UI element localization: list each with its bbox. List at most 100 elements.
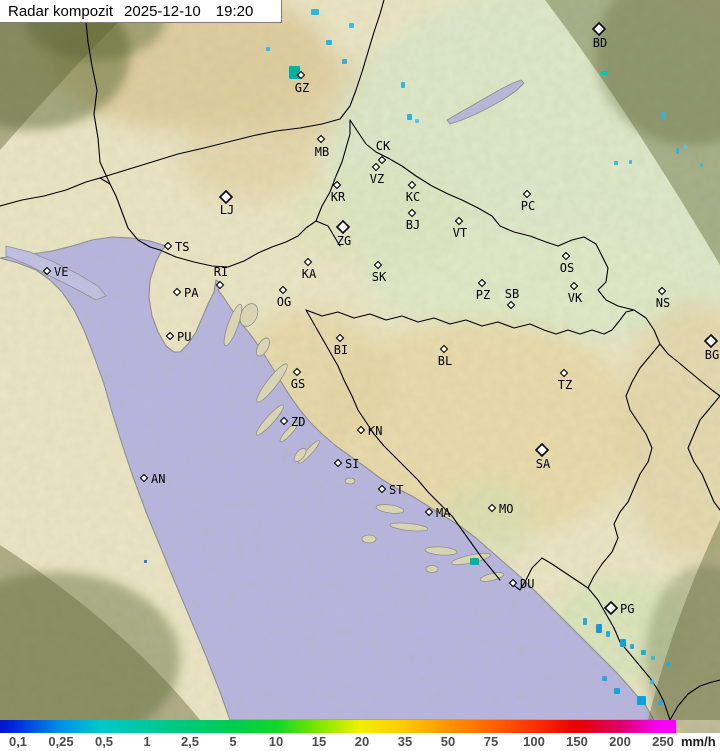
city-label: KC [406,190,420,204]
city-label: VE [54,265,68,279]
city-label: OS [560,261,574,275]
city-diamond-icon [377,484,387,494]
scale-tick-label: 2,5 [180,734,200,749]
city-marker-bg: BG [703,333,719,362]
precip-echo [596,624,602,633]
city-diamond-icon [356,425,366,435]
city-diamond-icon [296,70,306,80]
precip-echo [326,40,332,45]
city-diamond-icon [703,333,719,349]
city-label: OG [277,295,291,309]
city-label: SI [345,457,359,471]
precip-echo [407,114,412,120]
city-marker-vk: VK [568,281,583,305]
city-marker-du: DU [508,577,534,591]
city-diamond-icon [477,278,487,288]
city-label: GZ [295,81,309,95]
city-diamond-icon [534,442,550,458]
city-label: TS [175,240,189,254]
precip-scale-unit: mm/h [681,734,716,749]
precip-echo [602,676,607,681]
precip-echo [700,163,703,167]
scale-tick-label: 10 [268,734,284,749]
precip-echo [614,161,618,165]
city-label: LJ [220,203,234,217]
city-marker-pg: PG [603,600,634,616]
city-diamond-icon [407,208,417,218]
city-marker-ka: KA [302,257,317,281]
precip-echo [583,618,587,625]
city-diamond-icon [163,241,173,251]
precip-echo [676,148,679,154]
precip-echo [651,656,655,660]
city-label: TZ [558,378,572,392]
city-diamond-icon [603,600,619,616]
city-marker-os: OS [560,251,574,275]
city-diamond-icon [454,216,464,226]
precip-echo [630,644,634,649]
city-label: MA [436,506,451,520]
precip-echo [266,47,270,51]
scale-tick-label: 50 [440,734,456,749]
city-marker-kr: KR [331,180,346,204]
precip-echo [614,688,620,694]
city-marker-kn: KN [356,424,382,438]
city-marker-layer: GZ BD MB CK VZ KR KC PC BJ VT ZG LJ TS RI KA SK OS PZ SB VK… [42,21,719,616]
precip-echo [650,680,654,684]
city-marker-gz: GZ [295,70,309,95]
city-diamond-icon [279,416,289,426]
city-diamond-icon [215,280,225,290]
precip-echo [144,560,147,563]
city-marker-kc: KC [406,180,420,204]
scale-tick-label: 35 [397,734,413,749]
precip-echo [289,66,300,79]
city-label: SK [372,270,387,284]
title-bar: Radar kompozit 2025-12-10 19:20 [0,0,282,23]
city-diamond-icon [335,219,351,235]
precip-echo [606,631,610,637]
city-label: ST [389,483,403,497]
precip-echo-layer [144,9,703,705]
city-marker-zg: ZG [335,219,351,248]
city-diamond-icon [522,189,532,199]
city-diamond-icon [407,180,417,190]
city-diamond-icon [424,507,434,517]
city-marker-sb: SB [505,287,519,310]
city-diamond-icon [42,266,52,276]
city-diamond-icon [371,162,381,172]
city-label: NS [656,296,670,310]
city-marker-pc: PC [521,189,535,213]
radar-coverage-boundary [0,0,720,720]
city-label: VK [568,291,583,305]
city-marker-tz: TZ [558,368,572,392]
city-diamond-icon [487,503,497,513]
precip-echo [641,650,646,655]
city-diamond-icon [316,134,326,144]
scale-tick-label: 75 [483,734,499,749]
scale-tick-label: 150 [566,734,588,749]
scale-tick-label: 100 [523,734,545,749]
city-diamond-icon [373,260,383,270]
scale-tick-label: 20 [354,734,370,749]
city-marker-bl: BL [438,344,452,368]
scale-tick-label: 15 [311,734,327,749]
city-label: PA [184,286,199,300]
city-label: CK [376,139,391,153]
city-diamond-icon [165,331,175,341]
city-label: VZ [370,172,384,186]
city-label: PG [620,602,634,616]
city-label: SB [505,287,519,301]
city-marker-vt: VT [453,216,467,240]
city-diamond-icon [303,257,313,267]
precip-echo [349,23,354,28]
city-label: GS [291,377,305,391]
city-marker-st: ST [377,483,403,497]
city-marker-bi: BI [334,333,348,357]
city-marker-vz: VZ [370,162,384,186]
city-label: VT [453,226,467,240]
city-marker-ve: VE [42,265,68,279]
city-label: SA [536,457,551,471]
city-marker-ck: CK [376,139,391,165]
city-label: ZG [337,234,351,248]
city-label: PC [521,199,535,213]
